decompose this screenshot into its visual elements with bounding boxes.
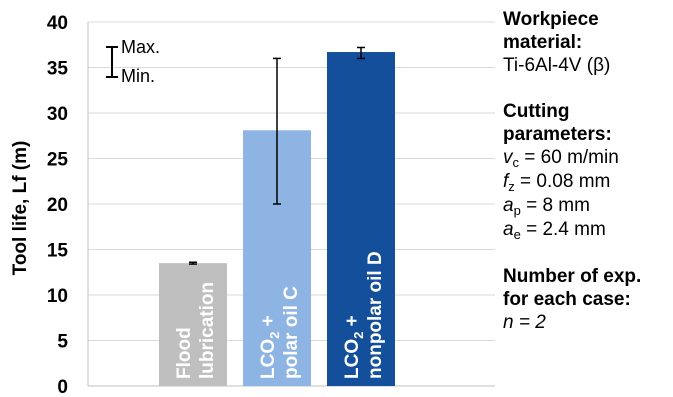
bar-label-text: LCO <box>258 339 279 379</box>
y-tick-label: 30 <box>47 104 68 125</box>
tool-life-bar-chart: 0 5 10 15 20 25 30 35 40 Tool life, Lf (m) Flood… <box>10 13 495 397</box>
y-tick-label: 0 <box>57 377 68 397</box>
y-tick-labels: 0 5 10 15 20 25 30 35 40 <box>47 13 69 397</box>
bar-label-line: Flood <box>174 327 195 379</box>
error-bar-legend: Max. Min. <box>106 37 160 86</box>
bar <box>159 263 227 386</box>
bar-label-line: nonpolar oil D <box>365 251 386 379</box>
bar-label-text: + <box>258 315 279 331</box>
param-subscript: p <box>513 203 521 218</box>
exp-value-text: n = 2 <box>503 312 546 333</box>
bar-label-text: LCO <box>342 339 363 379</box>
bar-label: Flood lubrication <box>174 282 218 379</box>
param-fz: fz = 0.08 mm <box>503 170 671 194</box>
param-symbol: f <box>503 171 509 192</box>
params-title-line1: Cutting <box>503 101 570 122</box>
param-symbol: a <box>503 195 514 216</box>
bar-label-subscript: 2 <box>267 332 282 339</box>
bar-label-text: + <box>342 315 363 331</box>
bar-label-subscript: 2 <box>351 332 366 339</box>
bar-label-line: LCO2 + <box>258 315 282 379</box>
param-ap: ap = 8 mm <box>503 194 671 218</box>
bar-label: LCO2 + polar oil C <box>258 286 302 379</box>
params-title-line2: parameters: <box>503 124 612 145</box>
material-value: Ti-6Al-4V (β) <box>503 55 611 76</box>
exp-value: n = 2 <box>503 311 671 334</box>
bar-category-labels: Flood lubrication LCO2 + polar oil C LCO2 + n… <box>174 251 386 379</box>
param-symbol: a <box>503 219 514 240</box>
y-tick-label: 35 <box>47 59 69 80</box>
exp-title-line1: Number of exp. <box>503 266 642 287</box>
param-ae: ae = 2.4 mm <box>503 218 671 242</box>
material-section: Workpiece material: Ti-6Al-4V (β) <box>503 8 671 77</box>
y-tick-label: 25 <box>47 150 69 171</box>
material-title-line2: material: <box>503 32 583 53</box>
legend-min-label: Min. <box>121 66 155 86</box>
param-vc: vc = 60 m/min <box>503 146 671 170</box>
params-section: Cutting parameters: vc = 60 m/min fz = 0… <box>503 100 671 242</box>
param-subscript: c <box>512 155 520 170</box>
bars <box>159 52 395 386</box>
y-tick-label: 5 <box>57 332 68 353</box>
param-subscript: e <box>513 227 521 242</box>
material-title-line1: Workpiece <box>503 9 599 30</box>
bar-label: LCO2 + nonpolar oil D <box>342 251 386 379</box>
y-tick-label: 40 <box>47 13 68 34</box>
y-tick-label: 20 <box>47 195 68 216</box>
param-subscript: z <box>508 179 515 194</box>
exp-title-line2: for each case: <box>503 289 631 310</box>
bar <box>327 52 395 386</box>
bar-label-line: LCO2 + <box>342 315 366 379</box>
error-bars <box>189 46 365 265</box>
param-value: = 60 m/min <box>519 147 619 168</box>
bar-label-line: lubrication <box>197 282 218 379</box>
experiments-section: Number of exp. for each case: n = 2 <box>503 265 671 334</box>
param-value: = 0.08 mm <box>514 171 611 192</box>
legend-max-label: Max. <box>121 37 160 57</box>
bar-label-line: polar oil C <box>281 286 302 379</box>
info-panel: Workpiece material: Ti-6Al-4V (β) Cuttin… <box>503 8 671 334</box>
param-symbol: v <box>503 147 513 168</box>
param-value: = 8 mm <box>520 195 590 216</box>
y-tick-label: 10 <box>47 286 68 307</box>
param-value: = 2.4 mm <box>520 219 606 240</box>
y-axis-title: Tool life, Lf (m) <box>10 141 31 276</box>
y-tick-label: 15 <box>47 241 69 262</box>
